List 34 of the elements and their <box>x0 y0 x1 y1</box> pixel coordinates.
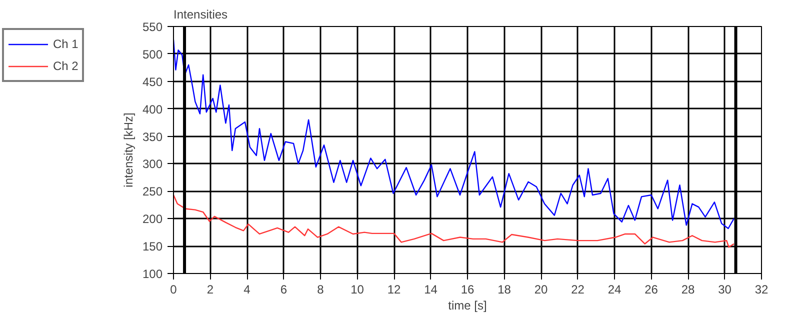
x-tick-label: 4 <box>244 282 251 296</box>
x-tick-label: 18 <box>498 282 512 296</box>
x-tick-label: 28 <box>681 282 695 296</box>
y-tick-label: 100 <box>142 267 163 281</box>
y-tick-label: 450 <box>142 74 163 89</box>
x-tick-label: 30 <box>718 282 732 296</box>
x-tick-label: 16 <box>460 282 474 296</box>
x-tick-label: 12 <box>387 282 401 296</box>
x-tick-label: 20 <box>534 282 548 296</box>
x-tick-label: 26 <box>644 282 658 296</box>
y-tick-label: 400 <box>142 102 163 116</box>
x-tick-label: 8 <box>317 282 324 296</box>
x-tick-label: 0 <box>170 282 178 296</box>
y-tick-label: 250 <box>142 184 163 199</box>
y-tick-label: 150 <box>142 240 163 254</box>
y-tick-label: 550 <box>142 20 163 34</box>
x-tick-label: 10 <box>350 282 364 296</box>
x-tick-label: 24 <box>608 282 622 296</box>
y-tick-label: 500 <box>142 47 163 62</box>
x-tick-label: 2 <box>206 282 214 296</box>
line-series <box>174 194 735 248</box>
chart-title: Intensities <box>174 8 228 22</box>
legend-label: Ch 1 <box>53 37 78 51</box>
x-tick-label: 32 <box>754 282 768 296</box>
legend-label: Ch 2 <box>53 59 78 73</box>
y-tick-label: 300 <box>142 157 163 172</box>
y-axis-title: intensity [kHz] <box>121 112 136 188</box>
x-axis-title: time [s] <box>448 298 487 312</box>
y-tick-label: 200 <box>142 212 163 226</box>
x-tick-label: 6 <box>280 282 288 296</box>
x-tick-label: 22 <box>571 282 585 296</box>
x-tick-label: 14 <box>424 282 438 296</box>
y-tick-label: 350 <box>142 130 163 144</box>
line-series <box>174 39 735 230</box>
